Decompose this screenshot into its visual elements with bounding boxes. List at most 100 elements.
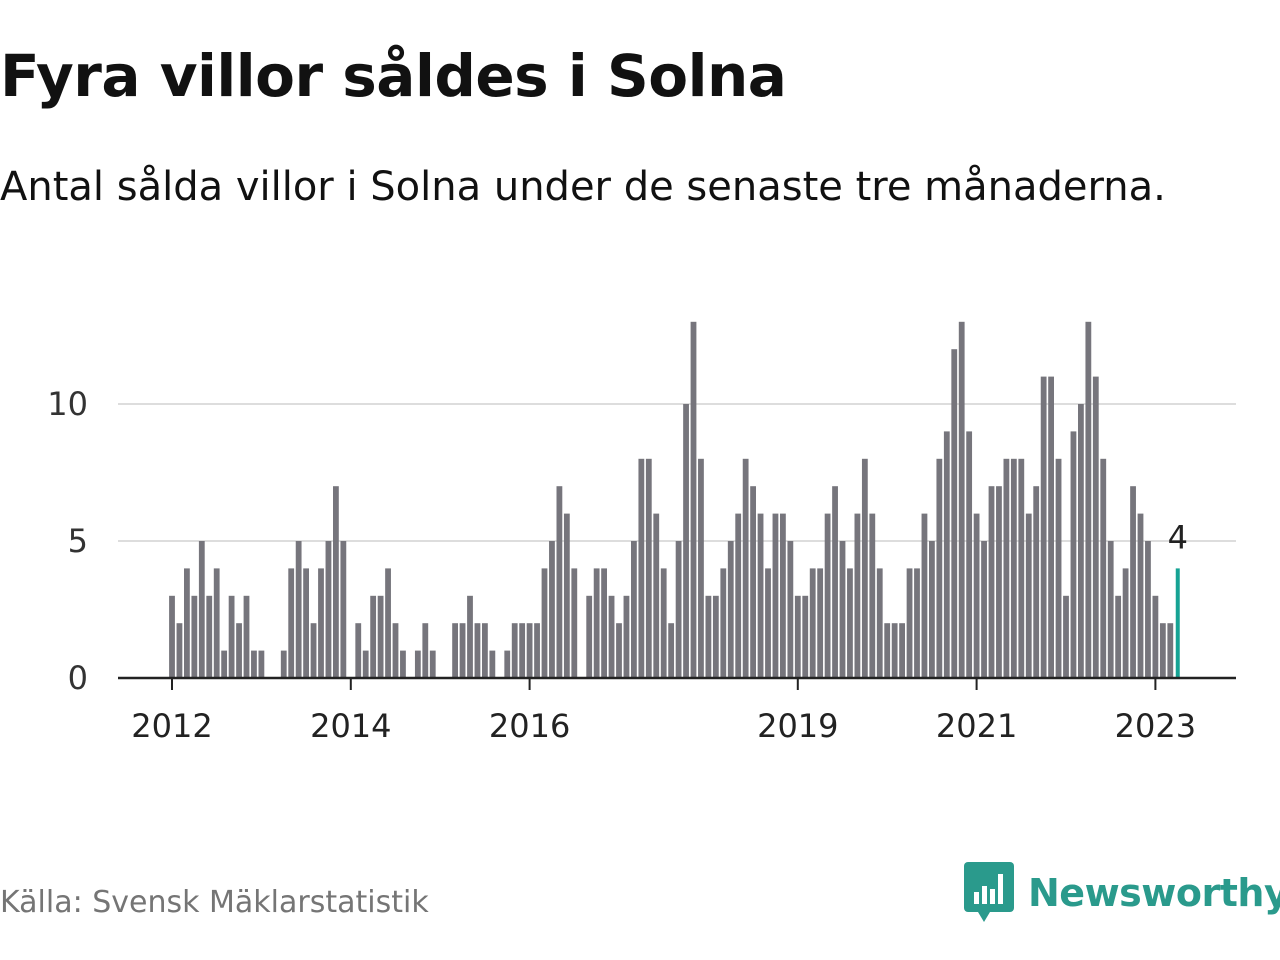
bar — [556, 486, 563, 678]
bar — [377, 595, 384, 678]
bar — [891, 623, 898, 678]
y-tick-label: 10 — [47, 385, 88, 423]
bar — [780, 513, 786, 678]
bar — [474, 623, 481, 678]
bar — [176, 623, 183, 678]
bar — [489, 650, 496, 678]
newsworthy-logo-icon — [964, 862, 1014, 922]
bar — [1055, 458, 1062, 678]
bar — [362, 650, 369, 678]
bar — [251, 650, 257, 678]
bar — [1159, 623, 1166, 678]
bar — [1018, 458, 1025, 678]
bar — [817, 568, 824, 678]
bar — [400, 650, 406, 678]
bar — [698, 458, 704, 678]
bar — [593, 568, 600, 678]
bar — [1092, 376, 1099, 678]
bar — [906, 568, 913, 678]
bar — [169, 595, 175, 678]
bar — [1048, 376, 1054, 678]
bar — [921, 513, 928, 678]
bar — [601, 568, 607, 678]
bar — [914, 568, 920, 678]
bar — [616, 623, 622, 678]
bar — [847, 568, 853, 678]
bar — [340, 541, 347, 678]
bar — [742, 458, 749, 678]
bar — [414, 650, 421, 678]
bar — [392, 623, 399, 678]
bar-highlight — [1175, 568, 1180, 678]
x-tick-label: 2021 — [936, 707, 1017, 745]
bar — [422, 623, 429, 678]
bar — [191, 595, 198, 678]
bar — [951, 349, 958, 678]
bar — [504, 650, 511, 678]
brand-logo[interactable]: Newsworthy — [964, 862, 1280, 924]
bar — [824, 513, 831, 678]
bar — [511, 623, 518, 678]
bar — [288, 568, 295, 678]
bars — [169, 321, 1180, 678]
bar — [675, 541, 682, 678]
bar — [690, 321, 697, 678]
x-tick-label: 2012 — [131, 707, 212, 745]
bar — [1167, 623, 1174, 678]
bar — [370, 595, 377, 678]
bar — [526, 623, 533, 678]
bar — [1033, 486, 1040, 678]
bar — [213, 568, 220, 678]
bar — [1025, 513, 1032, 678]
x-axis — [118, 676, 1236, 690]
bar — [1003, 458, 1010, 678]
bar — [988, 486, 995, 678]
bar — [869, 513, 876, 678]
bar — [832, 486, 838, 678]
bar — [228, 595, 235, 678]
bar — [1100, 458, 1107, 678]
bar — [459, 623, 466, 678]
bar — [645, 458, 652, 678]
bar — [318, 568, 324, 678]
bar — [1063, 595, 1069, 678]
bar — [794, 595, 801, 678]
annotations: 4 — [1168, 518, 1188, 556]
bar — [549, 541, 555, 678]
bar — [712, 595, 719, 678]
bar — [787, 541, 794, 678]
bar — [243, 595, 250, 678]
bar — [996, 486, 1002, 678]
bar — [981, 541, 987, 678]
gridlines — [118, 403, 1236, 542]
x-tick-label: 2019 — [757, 707, 838, 745]
x-tick-label: 2014 — [310, 707, 391, 745]
bar — [206, 595, 213, 678]
bar — [943, 431, 950, 678]
chart-title: Fyra villor såldes i Solna — [0, 42, 787, 110]
bar — [839, 541, 846, 678]
bar — [1115, 595, 1122, 678]
bar — [727, 541, 734, 678]
bar — [563, 513, 570, 678]
bar — [1070, 431, 1077, 678]
bar — [884, 623, 891, 678]
highlight-value-label: 4 — [1168, 518, 1188, 556]
bar — [705, 595, 712, 678]
bar — [303, 568, 309, 678]
bar — [1085, 321, 1092, 678]
bar — [772, 513, 779, 678]
bar — [221, 650, 228, 678]
bar — [1122, 568, 1129, 678]
bar — [534, 623, 540, 678]
bar — [683, 404, 689, 678]
bar — [541, 568, 548, 678]
bar — [236, 623, 242, 678]
bar-chart: 0 5 10 2012 2014 2016 2019 2021 2023 4 — [47, 321, 1236, 745]
bar — [876, 568, 883, 678]
bar — [854, 513, 861, 678]
bar — [720, 568, 727, 678]
bar — [958, 321, 965, 678]
bar — [1010, 458, 1017, 678]
bar — [750, 486, 756, 678]
